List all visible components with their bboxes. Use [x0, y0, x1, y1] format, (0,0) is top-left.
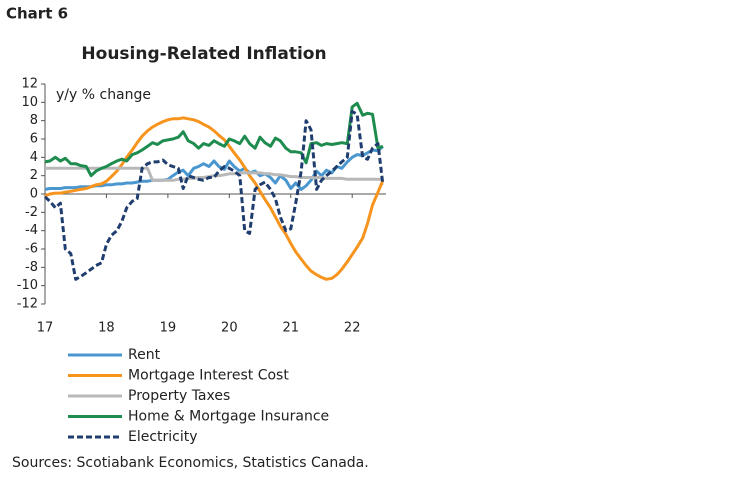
legend-label: Electricity [128, 429, 198, 445]
legend-label: Property Taxes [128, 388, 230, 404]
x-tick-label: 17 [37, 321, 54, 336]
y-tick-label: -4 [25, 223, 38, 238]
y-tick-label: 8 [30, 113, 38, 128]
source: Sources: Scotiabank Economics, Statistic… [12, 455, 369, 471]
y-tick-label: -10 [17, 278, 38, 293]
y-tick-label: 10 [21, 95, 38, 110]
legend-label: Rent [128, 347, 161, 363]
x-tick-label: 22 [344, 321, 361, 336]
x-tick-label: 19 [160, 321, 177, 336]
series-line [44, 116, 385, 281]
y-tick-label: -8 [25, 260, 38, 275]
y-tick-label: -12 [17, 297, 38, 312]
y-tick-label: -6 [25, 242, 38, 257]
y-tick-label: 12 [21, 77, 38, 92]
y-tick-label: -2 [25, 205, 38, 220]
series-line [43, 110, 385, 281]
legend-label: Home & Mortgage Insurance [128, 409, 329, 425]
chart-label: Chart 6 [6, 5, 68, 23]
legend-label: Mortgage Interest Cost [128, 368, 289, 384]
chart-title: Housing-Related Inflation [81, 44, 326, 64]
y-tick-label: 0 [30, 187, 38, 202]
x-tick-label: 18 [98, 321, 115, 336]
x-tick-label: 20 [221, 321, 238, 336]
y-tick-label: 6 [30, 132, 38, 147]
y-tick-label: 2 [30, 168, 38, 183]
series-line [44, 145, 384, 191]
y-tick-label: 4 [30, 150, 38, 165]
x-tick-label: 21 [282, 321, 299, 336]
series-line [44, 101, 384, 178]
annotation: y/y % change [56, 87, 151, 103]
